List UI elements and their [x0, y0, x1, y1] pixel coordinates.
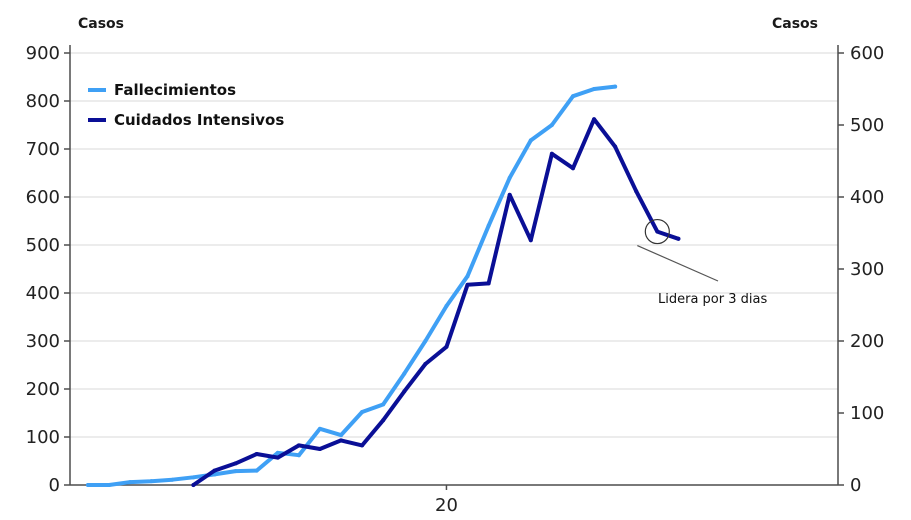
data-point-fallecimientos — [592, 87, 597, 91]
left-tick-label: 500 — [26, 235, 60, 256]
data-point-cuidados-intensivos — [423, 362, 428, 367]
annotation-leader-line — [637, 245, 719, 282]
data-point-fallecimientos — [317, 426, 322, 431]
data-point-cuidados-intensivos — [233, 461, 238, 466]
data-point-cuidados-intensivos — [444, 344, 449, 349]
data-point-fallecimientos — [465, 274, 470, 279]
data-point-fallecimientos — [402, 371, 407, 376]
legend-label-cuidados-intensivos: Cuidados Intensivos — [114, 111, 284, 129]
data-point-fallecimientos — [233, 469, 238, 474]
data-point-cuidados-intensivos — [549, 151, 554, 156]
left-tick-label: 100 — [26, 427, 60, 448]
data-point-cuidados-intensivos — [676, 236, 681, 241]
left-tick-label: 0 — [49, 475, 60, 496]
right-tick-label: 100 — [850, 403, 884, 424]
data-point-fallecimientos — [339, 433, 344, 438]
data-point-cuidados-intensivos — [296, 443, 301, 448]
data-point-cuidados-intensivos — [465, 282, 470, 287]
data-point-fallecimientos — [254, 468, 259, 473]
data-point-fallecimientos — [360, 410, 365, 415]
data-point-fallecimientos — [613, 84, 618, 89]
left-tick-label: 900 — [26, 43, 60, 64]
left-axis-title: Casos — [78, 16, 124, 32]
data-point-cuidados-intensivos — [317, 447, 322, 451]
data-point-fallecimientos — [549, 123, 554, 127]
right-tick-label: 300 — [850, 259, 884, 280]
data-point-cuidados-intensivos — [254, 452, 259, 457]
data-point-fallecimientos — [86, 483, 90, 487]
annotation-marker — [644, 218, 670, 245]
data-point-fallecimientos — [191, 475, 196, 480]
annotation-label: Lidera por 3 dias — [658, 292, 767, 307]
data-point-fallecimientos — [107, 483, 112, 487]
right-tick-label: 0 — [850, 475, 861, 496]
legend-label-fallecimientos: Fallecimientos — [114, 81, 236, 99]
data-point-cuidados-intensivos — [528, 238, 533, 243]
data-point-fallecimientos — [423, 339, 428, 343]
right-tick-label: 600 — [850, 43, 884, 64]
data-point-cuidados-intensivos — [613, 144, 618, 149]
data-point-cuidados-intensivos — [507, 192, 512, 197]
data-point-cuidados-intensivos — [634, 189, 639, 194]
data-point-cuidados-intensivos — [486, 281, 491, 286]
data-point-cuidados-intensivos — [655, 229, 660, 234]
series — [86, 84, 681, 487]
right-axis-title: Casos — [772, 16, 818, 32]
data-point-fallecimientos — [486, 223, 491, 228]
left-tick-label: 700 — [26, 139, 60, 160]
left-tick-label: 200 — [26, 379, 60, 400]
data-point-fallecimientos — [528, 138, 533, 143]
data-point-cuidados-intensivos — [339, 438, 344, 443]
data-point-cuidados-intensivos — [570, 166, 575, 171]
series-line-fallecimientos — [86, 84, 618, 487]
right-tick-label: 200 — [850, 331, 884, 352]
data-point-fallecimientos — [296, 453, 301, 458]
data-point-cuidados-intensivos — [212, 468, 217, 473]
left-tick-label: 600 — [26, 187, 60, 208]
left-tick-label: 300 — [26, 331, 60, 352]
data-point-fallecimientos — [275, 450, 280, 455]
data-point-fallecimientos — [128, 480, 133, 485]
left-tick-label: 400 — [26, 283, 60, 304]
left-tick-label: 800 — [26, 91, 60, 112]
data-point-cuidados-intensivos — [360, 443, 365, 448]
x-tick-label: 20 — [435, 495, 458, 516]
annotation: Lidera por 3 dias — [637, 218, 767, 307]
data-point-fallecimientos — [444, 303, 449, 308]
data-point-fallecimientos — [149, 479, 154, 484]
right-tick-label: 400 — [850, 187, 884, 208]
data-point-fallecimientos — [170, 477, 175, 482]
data-point-fallecimientos — [381, 402, 386, 407]
data-point-cuidados-intensivos — [191, 483, 196, 487]
legend: Fallecimientos Cuidados Intensivos — [88, 81, 284, 129]
data-point-cuidados-intensivos — [402, 389, 407, 394]
data-point-cuidados-intensivos — [275, 455, 280, 460]
data-point-fallecimientos — [507, 175, 512, 180]
series-line-cuidados-intensivos — [191, 117, 681, 487]
right-tick-label: 500 — [850, 115, 884, 136]
data-point-fallecimientos — [570, 94, 575, 99]
data-point-cuidados-intensivos — [592, 117, 597, 122]
axes: 0 100 200 300 400 500 600 700 800 900 0 100 200 300 40… — [26, 43, 885, 516]
data-point-cuidados-intensivos — [381, 418, 386, 423]
